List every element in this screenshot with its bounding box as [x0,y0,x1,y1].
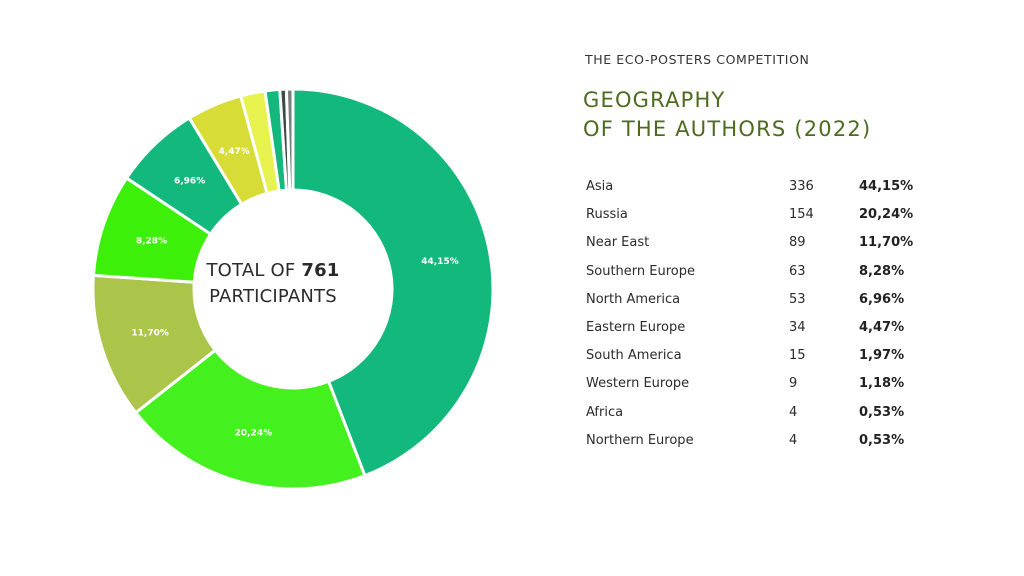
row-percent: 8,28% [859,263,905,279]
center-prefix: TOTAL OF [206,260,296,281]
row-count: 89 [789,235,806,251]
title-line-2: OF THE AUTHORS (2022) [583,117,872,141]
center-total: 761 [301,260,340,281]
row-region: Asia [586,179,614,194]
donut-slice-northern-europe [284,87,295,192]
row-count: 15 [789,348,806,364]
row-region: Southern Europe [586,263,695,279]
row-percent: 1,18% [859,376,905,392]
row-percent: 6,96% [859,291,905,307]
slice-label-southern-europe: 8,28% [136,236,167,246]
row-region: Western Europe [586,376,690,392]
row-region: Russia [586,207,628,223]
row-count: 4 [789,432,798,448]
row-percent: 0,53% [859,404,905,420]
table-row: South America 15 1,97% [586,343,946,371]
table-row: Western Europe 9 1,18% [586,371,946,399]
slice-label-russia: 20,24% [235,429,273,439]
donut-slice-asia [291,87,495,478]
slice-label-asia: 44,15% [421,257,459,267]
row-count: 154 [789,207,814,223]
donut-slice-russia [133,348,367,491]
title-line-1: GEOGRAPHY [583,88,726,112]
row-count: 34 [789,319,806,335]
slice-label-near-east: 11,70% [131,329,169,339]
row-region: Africa [586,404,624,420]
table-row: Russia 154 20,24% [586,202,946,230]
row-region: South America [586,348,682,364]
row-percent: 4,47% [859,319,905,335]
row-region: Northern Europe [586,432,694,448]
table-row: North America 53 6,96% [586,287,946,315]
chart-title: GEOGRAPHY OF THE AUTHORS (2022) [583,86,871,144]
eyebrow-heading: THE ECO-POSTERS COMPETITION [585,52,810,67]
table-row: Africa 4 0,53% [586,400,946,428]
row-region: Eastern Europe [586,319,686,335]
center-suffix: PARTICIPANTS [209,286,337,307]
table-row: Northern Europe 4 0,53% [586,428,946,456]
table-row: Asia 336 44,15% [586,174,946,202]
row-count: 9 [789,376,798,392]
row-count: 63 [789,263,806,279]
row-percent: 11,70% [859,235,914,251]
table-row: Near East 89 11,70% [586,230,946,258]
row-count: 53 [789,291,806,307]
row-region: North America [586,291,681,307]
center-total-label: TOTAL OF 761 PARTICIPANTS [185,258,361,310]
table-row: Southern Europe 63 8,28% [586,259,946,287]
slice-label-eastern-europe: 4,47% [219,147,250,157]
row-region: Near East [586,235,650,251]
table-row: Eastern Europe 34 4,47% [586,315,946,343]
row-count: 4 [789,404,798,420]
row-percent: 0,53% [859,432,905,448]
data-table: Asia 336 44,15% Russia 154 20,24% Near East 8… [586,174,946,456]
row-percent: 44,15% [859,179,914,194]
slice-label-north-america: 6,96% [174,177,205,187]
row-count: 336 [789,179,814,194]
row-percent: 20,24% [859,207,914,223]
row-percent: 1,97% [859,348,905,364]
